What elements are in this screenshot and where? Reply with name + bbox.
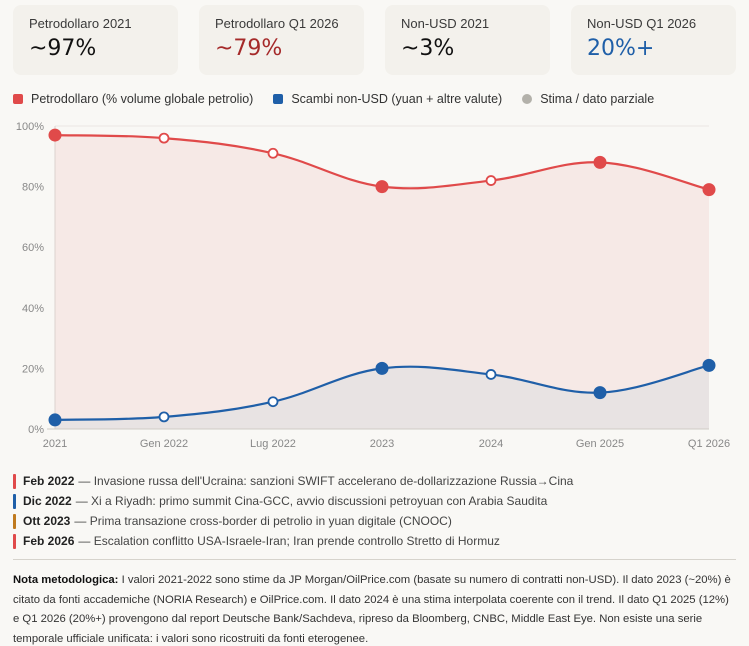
event-date: Feb 2022 <box>23 474 75 488</box>
kpi-label: Non-USD 2021 <box>401 16 490 31</box>
x-tick-label: Gen 2025 <box>576 438 624 450</box>
event-timeline: Feb 2022 — Invasione russa dell'Ucraina:… <box>13 471 573 551</box>
event-text: — Prima transazione cross-border di petr… <box>74 514 452 528</box>
methodology-note: Nota metodologica: I valori 2021-2022 so… <box>13 571 736 646</box>
event-marker <box>13 533 16 549</box>
data-point <box>375 180 389 194</box>
data-point <box>702 358 716 372</box>
y-tick-label: 60% <box>22 242 44 254</box>
data-point-estimate <box>267 147 279 159</box>
legend-item-non-usd: Scambi non-USD (yuan + altre valute) <box>273 92 502 106</box>
data-point <box>48 413 62 427</box>
event-item: Ott 2023 — Prima transazione cross-borde… <box>13 511 573 531</box>
y-tick-label: 0% <box>28 424 44 436</box>
kpi-card-petrodollar-2021: Petrodollaro 2021 ~97% <box>13 5 178 75</box>
legend-label: Scambi non-USD (yuan + altre valute) <box>291 92 503 106</box>
x-tick-label: 2023 <box>370 438 394 450</box>
data-point-estimate <box>158 411 170 423</box>
data-point-estimate <box>158 132 170 144</box>
data-point <box>48 128 62 142</box>
note-text: I valori 2021-2022 sono stime da JP Morg… <box>13 574 731 645</box>
x-tick-label: Gen 2022 <box>140 438 188 450</box>
event-item: Feb 2026 — Escalation conflitto USA-Isra… <box>13 531 573 551</box>
note-title: Nota metodologica: <box>13 574 119 586</box>
event-text: — Xi a Riyadh: primo summit Cina-GCC, av… <box>75 494 548 508</box>
data-point <box>702 183 716 197</box>
data-point <box>593 386 607 400</box>
y-tick-label: 40% <box>22 303 44 315</box>
data-point-estimate <box>485 175 497 186</box>
y-tick-label: 100% <box>16 121 44 133</box>
legend-swatch-icon <box>273 94 284 104</box>
x-tick-label: Lug 2022 <box>250 438 296 450</box>
kpi-label: Non-USD Q1 2026 <box>587 16 697 31</box>
kpi-card-non-usd-q1-2026: Non-USD Q1 2026 20%+ <box>571 5 736 75</box>
y-tick-label: 80% <box>22 182 44 194</box>
event-date: Feb 2026 <box>23 534 75 548</box>
legend-item-petrodollar: Petrodollaro (% volume globale petrolio) <box>13 92 253 106</box>
chart-legend: Petrodollaro (% volume globale petrolio)… <box>13 92 674 106</box>
kpi-value: 20%+ <box>587 36 655 61</box>
event-item: Feb 2022 — Invasione russa dell'Ucraina:… <box>13 471 573 491</box>
kpi-value: ~79% <box>215 36 283 61</box>
event-date: Ott 2023 <box>23 514 71 528</box>
divider <box>13 559 736 560</box>
legend-swatch-icon <box>13 94 23 104</box>
kpi-label: Petrodollaro 2021 <box>29 16 132 31</box>
series-area-non-usd <box>55 365 709 429</box>
line-chart: 0% 20% 40% 60% 80% 100% 2021 Gen 2022 Lug 2022 20… <box>16 121 730 450</box>
event-text: — Escalation conflitto USA-Israele-Iran;… <box>78 534 500 548</box>
data-point-estimate <box>267 396 279 408</box>
kpi-label: Petrodollaro Q1 2026 <box>215 16 339 31</box>
kpi-card-petrodollar-q1-2026: Petrodollaro Q1 2026 ~79% <box>199 5 364 75</box>
data-point <box>375 361 389 375</box>
event-item: Dic 2022 — Xi a Riyadh: primo summit Cin… <box>13 491 573 511</box>
legend-label: Petrodollaro (% volume globale petrolio) <box>31 92 254 106</box>
x-tick-label: Q1 2026 <box>688 438 730 450</box>
kpi-card-non-usd-2021: Non-USD 2021 ~3% <box>385 5 550 75</box>
kpi-value: ~3% <box>401 36 455 61</box>
legend-item-estimate: Stima / dato parziale <box>522 92 654 106</box>
event-date: Dic 2022 <box>23 494 72 508</box>
data-point <box>593 155 607 169</box>
event-marker <box>13 493 16 509</box>
kpi-value: ~97% <box>29 36 97 61</box>
kpi-cards: Petrodollaro 2021 ~97% Petrodollaro Q1 2… <box>13 5 736 75</box>
legend-swatch-icon <box>522 94 533 104</box>
data-point-estimate <box>485 369 497 380</box>
x-tick-label: 2021 <box>43 438 67 450</box>
legend-label: Stima / dato parziale <box>540 92 655 106</box>
event-text: — Invasione russa dell'Ucraina: sanzioni… <box>78 474 574 488</box>
y-tick-label: 20% <box>22 363 44 375</box>
event-marker <box>13 473 16 489</box>
x-tick-label: 2024 <box>479 438 503 450</box>
series-area-petrodollar <box>55 135 709 429</box>
event-marker <box>13 513 16 529</box>
